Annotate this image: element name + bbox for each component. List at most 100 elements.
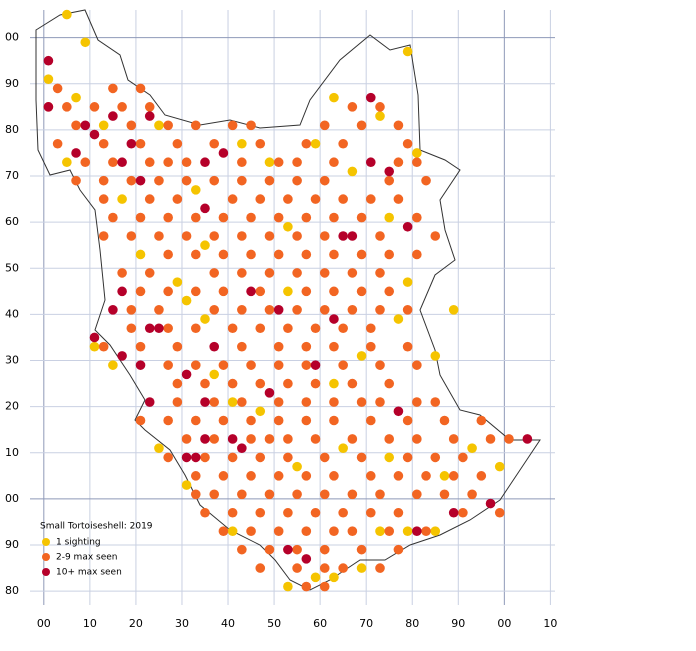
- y-tick-label: 80: [5, 123, 19, 136]
- dot: [393, 507, 404, 518]
- dot: [356, 120, 367, 131]
- dot: [108, 360, 118, 370]
- dot: [255, 406, 266, 417]
- dot: [384, 212, 395, 223]
- dot: [117, 157, 127, 168]
- legend-label: 2-9 max seen: [56, 553, 118, 563]
- dot: [338, 360, 348, 370]
- dot: [356, 397, 367, 407]
- dot: [255, 507, 266, 518]
- legend-swatch: [42, 538, 50, 546]
- dot: [319, 489, 330, 500]
- dot: [172, 194, 183, 204]
- dot: [329, 526, 339, 537]
- dot: [135, 249, 146, 260]
- dot: [200, 507, 210, 518]
- dot: [292, 489, 302, 500]
- dot: [117, 268, 127, 278]
- dot: [283, 221, 293, 232]
- dot: [255, 563, 266, 573]
- dot: [237, 175, 247, 186]
- dot: [89, 341, 100, 352]
- x-tick-label: 20: [129, 617, 143, 630]
- dot: [218, 286, 229, 297]
- dot: [301, 138, 312, 149]
- dot: [237, 138, 247, 149]
- x-tick-label: 00: [497, 617, 511, 630]
- dot: [292, 563, 302, 573]
- dot: [218, 360, 229, 370]
- dot: [227, 434, 238, 444]
- dot: [329, 341, 339, 352]
- dot: [412, 434, 422, 444]
- dot: [126, 231, 137, 241]
- dot: [135, 83, 146, 94]
- dot: [384, 166, 395, 177]
- dot: [246, 360, 256, 370]
- dot: [375, 360, 385, 370]
- dot: [310, 378, 321, 389]
- dot: [329, 572, 339, 583]
- dot: [227, 452, 238, 463]
- dot: [255, 138, 266, 149]
- dot: [108, 212, 118, 223]
- dot: [329, 157, 339, 168]
- dot: [227, 507, 238, 518]
- dot: [209, 434, 220, 444]
- dot: [384, 434, 395, 444]
- dot: [421, 526, 431, 537]
- dot: [494, 461, 505, 472]
- dot: [126, 305, 137, 315]
- dot: [227, 378, 238, 389]
- dot: [504, 434, 514, 444]
- dot: [246, 434, 256, 444]
- dot: [412, 360, 422, 370]
- dot: [181, 295, 192, 306]
- dot: [430, 397, 441, 407]
- dot: [402, 305, 413, 315]
- dot: [71, 120, 81, 131]
- county-boundary: [35, 9, 541, 591]
- dot: [384, 249, 395, 260]
- dot: [439, 489, 450, 500]
- dot: [393, 194, 404, 204]
- dot: [135, 415, 146, 426]
- dot: [365, 157, 376, 168]
- dot: [292, 175, 302, 186]
- dot: [200, 434, 210, 444]
- dot: [338, 138, 348, 149]
- dot: [273, 157, 284, 168]
- dot: [181, 434, 192, 444]
- dot: [283, 581, 293, 592]
- dot: [144, 102, 155, 112]
- dot: [347, 305, 358, 315]
- dot: [135, 286, 146, 297]
- dot: [190, 323, 201, 334]
- dot: [80, 157, 91, 168]
- dot: [181, 175, 192, 186]
- dot: [264, 157, 275, 168]
- dot: [89, 129, 100, 140]
- dot: [273, 305, 284, 315]
- y-tick-label: 40: [5, 307, 19, 320]
- dot: [301, 212, 312, 223]
- dot: [356, 544, 367, 555]
- dot: [347, 102, 358, 112]
- dot: [135, 360, 146, 370]
- dot: [402, 221, 413, 232]
- dot: [347, 268, 358, 278]
- dot: [43, 74, 54, 84]
- dot: [384, 452, 395, 463]
- dot: [237, 443, 247, 453]
- dot: [375, 231, 385, 241]
- dot: [52, 138, 63, 149]
- dot: [329, 314, 339, 324]
- dot: [144, 397, 155, 407]
- dot: [52, 83, 63, 94]
- dot: [338, 563, 348, 573]
- dot: [430, 526, 441, 537]
- dot: [209, 175, 220, 186]
- x-tick-label: 90: [451, 617, 465, 630]
- dot: [163, 157, 173, 168]
- dot: [126, 175, 137, 186]
